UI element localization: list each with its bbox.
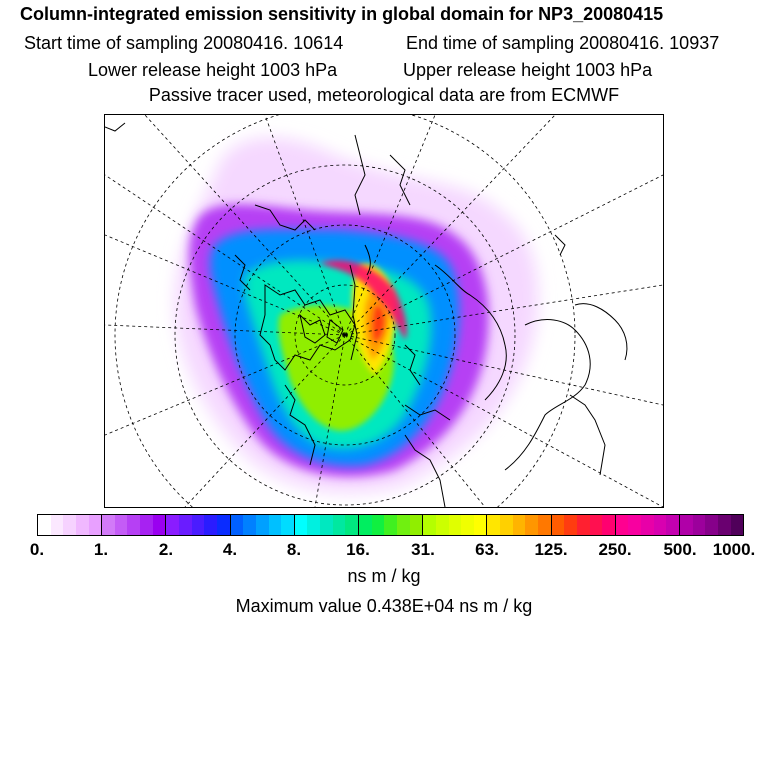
colorbar-tick: 0.	[29, 540, 45, 559]
colorbar-segment	[448, 515, 462, 535]
colorbar-segment	[320, 515, 333, 535]
colorbar-segment	[666, 515, 681, 535]
colorbar-tick: 1000.	[712, 540, 756, 559]
colorbar-segment	[730, 515, 744, 535]
colorbar-segment	[371, 515, 385, 535]
colorbar-segment	[38, 515, 51, 535]
colorbar-segment	[512, 515, 526, 535]
colorbar-segment	[423, 515, 436, 535]
colorbar-segment	[500, 515, 513, 535]
coastlines	[105, 122, 628, 507]
colorbar-segment	[628, 515, 642, 535]
colorbar-units: ns m / kg	[347, 566, 421, 586]
colorbar-segment	[191, 515, 205, 535]
colorbar-segment	[255, 515, 269, 535]
colorbar-segment	[589, 515, 603, 535]
colorbar-segment	[396, 515, 410, 535]
colorbar-segment	[537, 515, 552, 535]
colorbar-segment	[615, 515, 629, 535]
colorbar-segment	[653, 515, 667, 535]
colorbar-segment	[487, 515, 501, 535]
colorbar-segment	[75, 515, 89, 535]
start-time: Start time of sampling 20080416. 10614	[24, 33, 344, 53]
colorbar-segment	[114, 515, 128, 535]
colorbar-segment	[692, 515, 706, 535]
colorbar-tick: 250.	[598, 540, 632, 559]
colorbar-tick: 63.	[475, 540, 499, 559]
colorbar-segment	[281, 515, 295, 535]
colorbar-segment	[525, 515, 538, 535]
lower-release-height: Lower release height 1003 hPa	[88, 60, 338, 80]
colorbar-segment	[705, 515, 718, 535]
colorbar-segment	[307, 515, 321, 535]
colorbar-segment	[50, 515, 64, 535]
colorbar-segment	[152, 515, 167, 535]
sensitivity-field	[105, 115, 663, 507]
colorbar-segment	[461, 515, 474, 535]
colorbar-segment	[564, 515, 577, 535]
colorbar-segment	[680, 515, 693, 535]
colorbar-segment	[216, 515, 231, 535]
polar-map	[104, 114, 664, 508]
colorbar-segment	[88, 515, 103, 535]
colorbar-segment	[166, 515, 180, 535]
colorbar-tick: 16.	[346, 540, 370, 559]
upper-release-height: Upper release height 1003 hPa	[403, 60, 653, 80]
colorbar-tick: 8.	[286, 540, 302, 559]
maximum-value: Maximum value 0.438E+04 ns m / kg	[235, 596, 533, 616]
colorbar-segment	[551, 515, 565, 535]
colorbar-tick: 1.	[93, 540, 109, 559]
colorbar-tick: 4.	[222, 540, 238, 559]
end-time: End time of sampling 20080416. 10937	[406, 33, 720, 53]
colorbar-segment	[576, 515, 590, 535]
colorbar-segment	[102, 515, 115, 535]
tracer-note: Passive tracer used, meteorological data…	[148, 85, 620, 105]
colorbar	[37, 514, 744, 536]
colorbar-tick: 31.	[411, 540, 435, 559]
colorbar-tick: 125.	[534, 540, 568, 559]
colorbar-segment	[127, 515, 141, 535]
colorbar-segment	[359, 515, 372, 535]
colorbar-segment	[409, 515, 424, 535]
colorbar-tick: 500.	[663, 540, 697, 559]
colorbar-segment	[63, 515, 76, 535]
colorbar-segment	[204, 515, 217, 535]
colorbar-segment	[384, 515, 397, 535]
colorbar-segment	[602, 515, 616, 535]
colorbar-segment	[230, 515, 244, 535]
colorbar-tick: 2.	[158, 540, 174, 559]
colorbar-segment	[179, 515, 192, 535]
colorbar-segment	[243, 515, 256, 535]
colorbar-segment	[140, 515, 153, 535]
colorbar-segment	[268, 515, 282, 535]
plot-title: Column-integrated emission sensitivity i…	[20, 4, 664, 24]
plume-red-streak	[320, 260, 407, 340]
colorbar-segment	[641, 515, 654, 535]
colorbar-segment	[345, 515, 360, 535]
colorbar-segment	[717, 515, 731, 535]
colorbar-segment	[473, 515, 488, 535]
colorbar-segment	[332, 515, 346, 535]
colorbar-segment	[435, 515, 449, 535]
colorbar-segment	[294, 515, 308, 535]
